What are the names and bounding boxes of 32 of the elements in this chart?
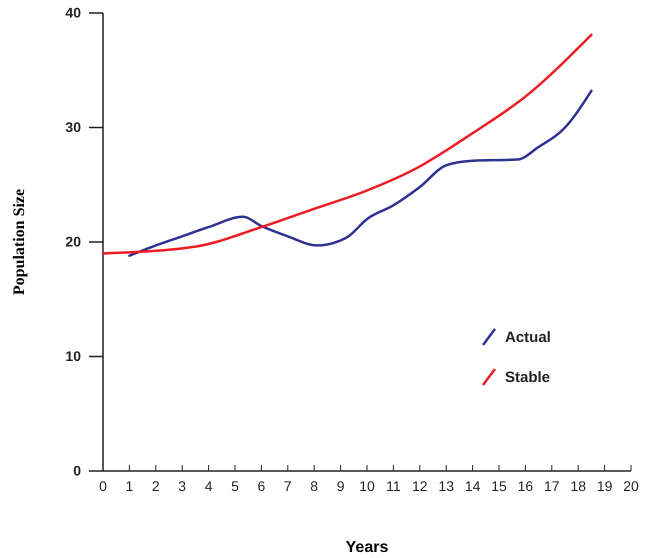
x-tick-label: 15 [491,478,507,494]
x-tick-label: 12 [412,478,428,494]
x-tick-label: 10 [359,478,375,494]
x-tick-label: 2 [152,478,160,494]
y-tick-label: 0 [73,462,82,478]
x-tick-label: 3 [178,478,186,494]
legend-label: Actual [505,329,551,346]
x-tick-label: 19 [596,478,613,494]
x-tick-label: 1 [126,478,134,494]
line-series [102,34,593,255]
y-tick-label: 30 [65,118,82,135]
y-axis-title: Population Size [11,188,28,296]
x-tick-label: 6 [258,478,266,494]
x-tick-label: 20 [623,478,639,494]
x-axis-title: Years [346,539,388,556]
x-tick-label: 9 [336,478,345,494]
y-tick-label: 20 [65,233,82,250]
x-tick-label: 13 [438,478,454,494]
legend-label: Stable [505,369,550,386]
x-tick-label: 7 [284,478,292,494]
x-tick-label: 0 [99,478,108,494]
y-tick-label: 40 [65,4,82,20]
x-tick-label: 18 [570,478,586,494]
line-series [128,90,593,257]
x-tick-label: 4 [204,478,213,494]
x-tick-label: 14 [464,478,481,494]
x-tick-label: 11 [386,478,401,494]
y-tick-label: 10 [65,348,82,364]
x-tick-label: 5 [231,478,240,494]
x-tick-label: 17 [544,478,560,494]
x-tick-label: 8 [310,478,318,494]
x-tick-label: 16 [518,478,534,494]
